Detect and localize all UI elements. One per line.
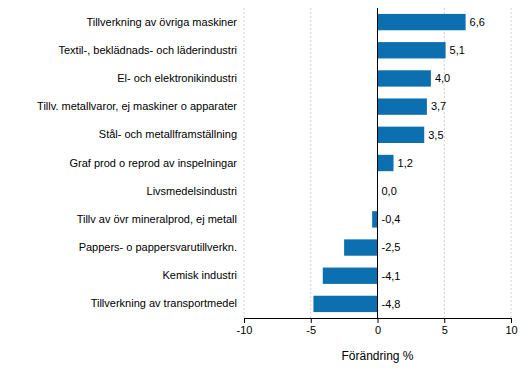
y-tick: Tillv av övr mineralprod, ej metall [77, 213, 237, 225]
chart: 6,6 5,1 4,0 3,7 3,5 1,2 0,0 -0,4 -2,5 -4,1 -4,8 -10… [0, 0, 529, 378]
data-labels: 6,6 5,1 4,0 3,7 3,5 1,2 0,0 -0,4 -2,5 -4,1 -4,8 [382, 16, 485, 310]
data-label: 3,5 [428, 129, 443, 141]
y-tick: Textil-, beklädnads- och läderindustri [58, 44, 237, 56]
bar [378, 42, 446, 58]
y-tick: Tillverkning av transportmedel [91, 297, 237, 309]
data-label: 1,2 [398, 157, 413, 169]
zero-line [377, 8, 378, 318]
y-axis: Tillverkning av övriga maskiner Textil-, … [37, 16, 237, 310]
bars [313, 14, 465, 312]
data-label: 5,1 [450, 44, 465, 56]
data-label: 4,0 [435, 72, 450, 84]
grid-line [511, 8, 512, 318]
bar [313, 296, 377, 312]
x-tick-mark [244, 318, 245, 323]
x-tick: -5 [306, 318, 316, 336]
grid [244, 8, 511, 318]
data-label: -4,8 [382, 298, 401, 310]
grid-line [310, 8, 311, 318]
x-tick-mark [378, 318, 379, 323]
category-label: Textil-, beklädnads- och läderindustri [58, 44, 237, 56]
grid-line [377, 8, 378, 318]
category-label: Pappers- o pappersvarutillverkn. [79, 241, 237, 253]
bar [378, 127, 425, 143]
data-label: 0,0 [382, 185, 397, 197]
x-tick-label: -5 [306, 324, 316, 336]
category-label: Kemisk industri [162, 269, 237, 281]
category-label: Tillv. metallvaror, ej maskiner o appara… [37, 100, 237, 112]
bar [378, 70, 431, 86]
x-tick: 0 [375, 318, 381, 336]
y-tick: Tillv. metallvaror, ej maskiner o appara… [37, 100, 237, 112]
category-label: Graf prod o reprod av inspelningar [69, 157, 237, 169]
data-label: -4,1 [382, 270, 401, 282]
x-axis: -10 -5 0 5 10 [237, 318, 518, 336]
grid-line [244, 8, 245, 318]
x-tick: -10 [237, 318, 253, 336]
category-label: Tillv av övr mineralprod, ej metall [77, 213, 237, 225]
bar [378, 155, 394, 171]
bar [344, 239, 377, 255]
x-tick-mark [444, 318, 445, 323]
category-label: El- och elektronikindustri [117, 72, 237, 84]
x-axis-line [245, 319, 512, 324]
x-tick: 10 [505, 318, 517, 336]
y-tick: El- och elektronikindustri [117, 72, 237, 84]
x-tick-label: -10 [237, 324, 253, 336]
data-label: 6,6 [470, 16, 485, 28]
category-label: Stål- och metallframställning [99, 128, 237, 140]
x-tick-label: 10 [505, 324, 517, 336]
category-label: Tillverkning av övriga maskiner [86, 16, 237, 28]
bar [372, 211, 377, 227]
y-tick: Livsmedelsindustri [147, 185, 237, 197]
bar [378, 14, 466, 30]
x-tick-label: 5 [442, 324, 448, 336]
y-tick: Kemisk industri [162, 269, 237, 281]
y-tick: Graf prod o reprod av inspelningar [69, 157, 237, 169]
plot: 6,6 5,1 4,0 3,7 3,5 1,2 0,0 -0,4 -2,5 -4,1 -4,8 -10… [37, 8, 518, 336]
data-label: 3,7 [431, 100, 446, 112]
category-label: Livsmedelsindustri [147, 185, 237, 197]
x-tick-label: 0 [375, 324, 381, 336]
x-axis-title: Förändring % [341, 349, 413, 363]
x-tick-mark [511, 318, 512, 323]
y-tick: Stål- och metallframställning [99, 128, 237, 140]
data-label: -2,5 [382, 241, 401, 253]
x-tick-mark [311, 318, 312, 323]
bar [378, 98, 427, 114]
bar [323, 268, 378, 284]
y-tick: Pappers- o pappersvarutillverkn. [79, 241, 237, 253]
category-label: Tillverkning av transportmedel [91, 297, 237, 309]
y-tick: Tillverkning av övriga maskiner [86, 16, 237, 28]
x-tick: 5 [442, 318, 448, 336]
data-label: -0,4 [382, 213, 401, 225]
